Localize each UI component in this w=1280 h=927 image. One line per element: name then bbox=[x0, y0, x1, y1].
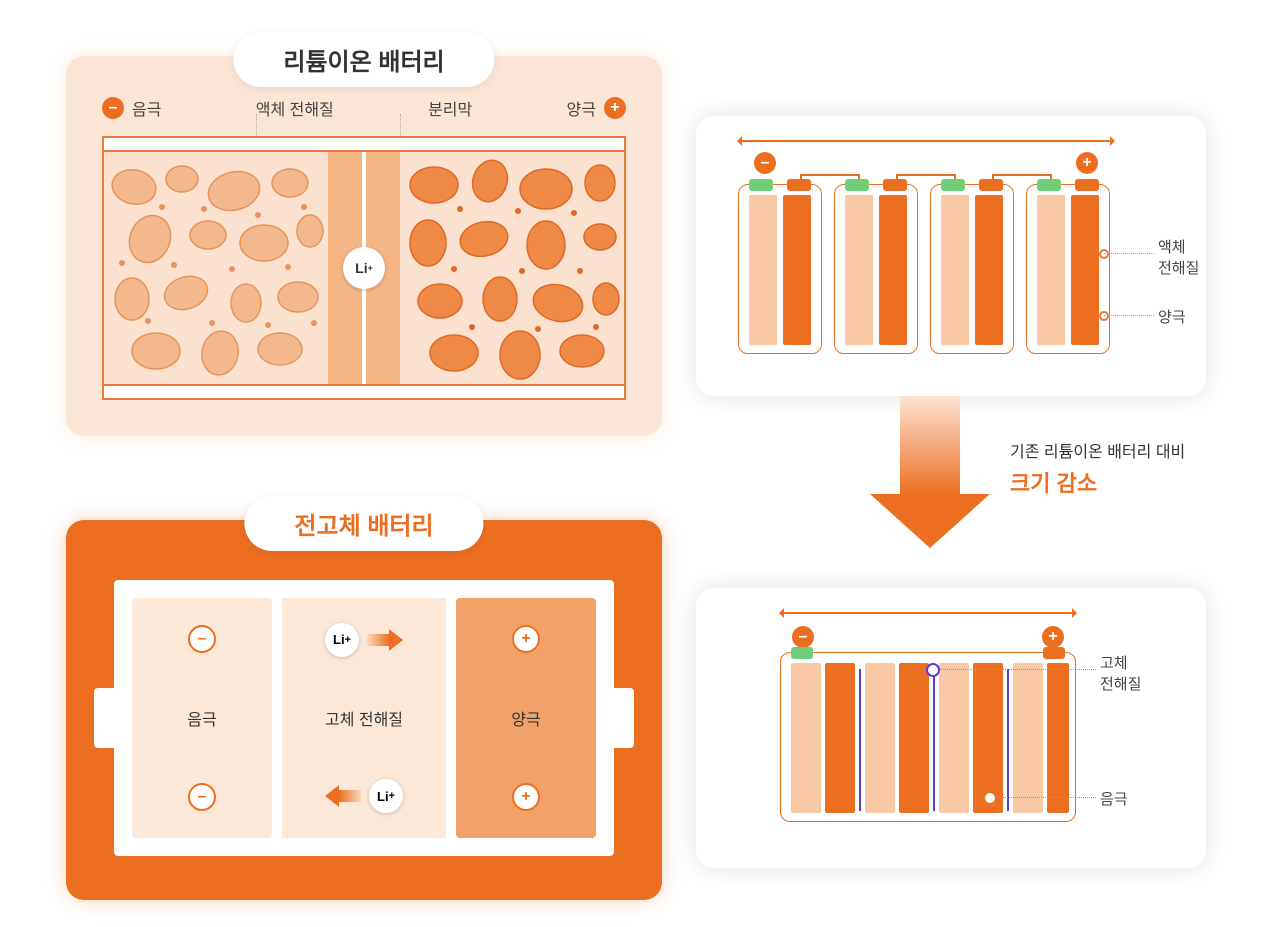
solid-separator bbox=[1007, 669, 1009, 811]
cap-anode bbox=[1037, 179, 1061, 191]
arrow-left-icon bbox=[325, 785, 361, 807]
leader-dot bbox=[1099, 249, 1109, 259]
slot-bar bbox=[1047, 663, 1069, 813]
slot-bar bbox=[825, 663, 855, 813]
marker-purple-icon bbox=[926, 663, 940, 677]
cathode-bar bbox=[975, 195, 1003, 345]
cathode-bar bbox=[1071, 195, 1099, 345]
collector-bottom bbox=[104, 384, 624, 398]
cell bbox=[1026, 184, 1110, 354]
wire bbox=[800, 174, 858, 176]
anode-label: 음극 bbox=[187, 706, 216, 730]
electrolyte-bar bbox=[1037, 195, 1065, 345]
electrolyte-side-label: 고체 전해질 bbox=[1100, 652, 1141, 694]
cell bbox=[930, 184, 1014, 354]
tab-left bbox=[94, 688, 114, 748]
wire bbox=[896, 174, 954, 176]
minus-icon: – bbox=[188, 783, 216, 811]
electrolyte-bar bbox=[845, 195, 873, 345]
slot-bar bbox=[939, 663, 969, 813]
ssb-title: 전고체 배터리 bbox=[244, 496, 483, 551]
liion-title: 리튬이온 배터리 bbox=[233, 32, 494, 87]
ssb-anode: – 음극 – bbox=[132, 598, 272, 838]
cap-cathode bbox=[979, 179, 1003, 191]
leader-line bbox=[997, 797, 1096, 798]
electrolyte-label: 고체 전해질 bbox=[325, 706, 403, 730]
liion-cell: Li+ bbox=[102, 136, 626, 400]
ssb-electrolyte: Li+ 고체 전해질 Li+ bbox=[282, 598, 446, 838]
wire bbox=[992, 174, 1050, 176]
cathode-bar bbox=[783, 195, 811, 345]
cathode-bar bbox=[879, 195, 907, 345]
separator-label: 분리막 bbox=[428, 96, 472, 120]
minus-icon: – bbox=[102, 97, 124, 119]
cap-anode bbox=[749, 179, 773, 191]
cell bbox=[738, 184, 822, 354]
electrolyte-side-label: 액체 전해질 bbox=[1158, 236, 1199, 278]
plus-icon: + bbox=[512, 783, 540, 811]
electrolyte-bar bbox=[749, 195, 777, 345]
liion-panel: 리튬이온 배터리 – 음극 액체 전해질 분리막 양극 + bbox=[66, 56, 662, 436]
transition-text: 기존 리튬이온 배터리 대비 크기 감소 bbox=[1010, 440, 1185, 501]
anode-label: 음극 bbox=[132, 96, 161, 120]
cathode-label: 양극 bbox=[567, 96, 596, 120]
plus-terminal-icon: + bbox=[1076, 152, 1098, 174]
cell bbox=[834, 184, 918, 354]
anode-particles bbox=[104, 152, 328, 384]
leader-line bbox=[940, 669, 1096, 670]
liion-legend: – 음극 액체 전해질 분리막 양극 + bbox=[66, 96, 662, 120]
transition-small: 기존 리튬이온 배터리 대비 bbox=[1010, 440, 1185, 466]
minus-terminal-icon: – bbox=[754, 152, 776, 174]
leader-line bbox=[1104, 315, 1154, 316]
cap-anode bbox=[941, 179, 965, 191]
cap-anode bbox=[791, 647, 813, 659]
minus-terminal-icon: – bbox=[792, 626, 814, 648]
cathode-particles bbox=[400, 152, 624, 384]
leader-dot bbox=[1099, 311, 1109, 321]
slot-bar bbox=[865, 663, 895, 813]
width-arrow bbox=[738, 140, 1114, 142]
ssb-cell: – 음극 – Li+ 고체 전해질 Li+ + 양극 + bbox=[114, 580, 614, 856]
electrolyte-bar bbox=[941, 195, 969, 345]
cap-anode bbox=[845, 179, 869, 191]
plus-icon: + bbox=[604, 97, 626, 119]
anode-region bbox=[104, 152, 328, 384]
width-arrow bbox=[780, 612, 1076, 614]
marker-orange-icon bbox=[983, 791, 997, 805]
arrow-right-icon bbox=[367, 629, 403, 651]
transition-arrow-icon bbox=[870, 396, 990, 556]
slot-bar bbox=[1013, 663, 1043, 813]
cathode-side-label: 양극 bbox=[1158, 306, 1186, 327]
minus-icon: – bbox=[188, 625, 216, 653]
cathode-region bbox=[400, 152, 624, 384]
ssb-cathode: + 양극 + bbox=[456, 598, 596, 838]
electrolyte-label: 액체 전해질 bbox=[256, 96, 334, 120]
plus-terminal-icon: + bbox=[1042, 626, 1064, 648]
cap-cathode bbox=[1075, 179, 1099, 191]
slot-bar bbox=[899, 663, 929, 813]
solid-separator bbox=[859, 669, 861, 811]
cap-cathode bbox=[883, 179, 907, 191]
plus-icon: + bbox=[512, 625, 540, 653]
leader-line bbox=[1104, 253, 1154, 254]
cap-cathode bbox=[1043, 647, 1065, 659]
collector-top bbox=[104, 138, 624, 152]
ssb-panel: 전고체 배터리 – 음극 – Li+ 고체 전해질 Li+ + 양극 + bbox=[66, 520, 662, 900]
lithium-ion-icon: Li+ bbox=[369, 779, 403, 813]
slot-bar bbox=[791, 663, 821, 813]
anode-side-label: 음극 bbox=[1100, 788, 1128, 809]
cap-cathode bbox=[787, 179, 811, 191]
liion-pack-panel: – + 액체 전해질 양극 bbox=[696, 116, 1206, 396]
tab-right bbox=[614, 688, 634, 748]
solid-separator bbox=[933, 669, 935, 811]
transition-big: 크기 감소 bbox=[1010, 466, 1185, 501]
lithium-ion-icon: Li+ bbox=[343, 247, 385, 289]
ssb-pack-panel: – + 고체 전해질 음극 bbox=[696, 588, 1206, 868]
lithium-ion-icon: Li+ bbox=[325, 623, 359, 657]
cathode-label: 양극 bbox=[511, 706, 540, 730]
